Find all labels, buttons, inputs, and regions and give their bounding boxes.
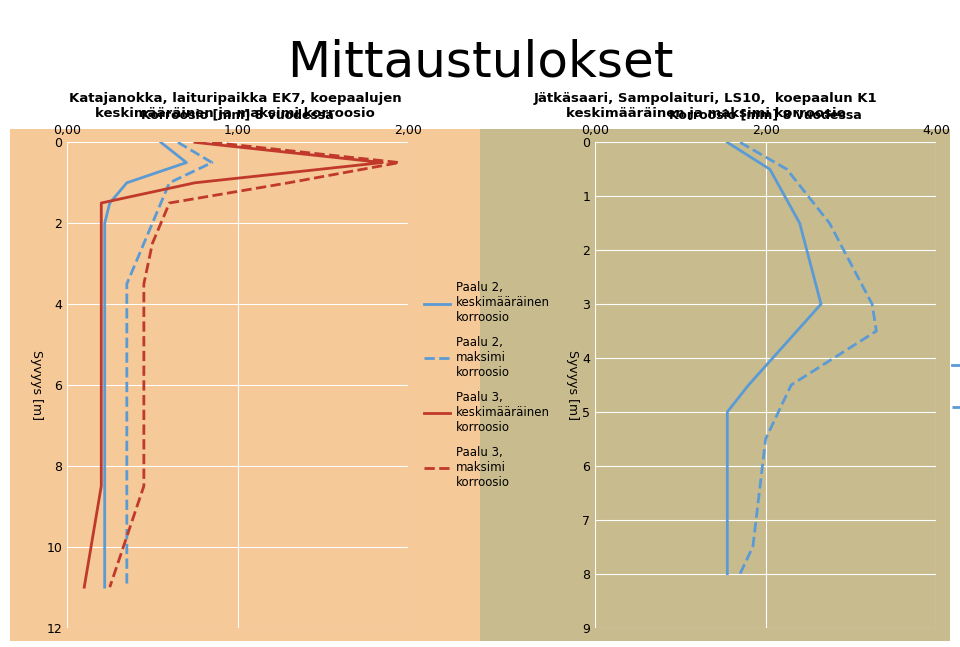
Y-axis label: Syvyys [m]: Syvyys [m] [30,350,43,420]
Text: Mittaustulokset: Mittaustulokset [287,39,673,87]
Text: Jätkäsaari, Sampolaituri, LS10,  koepaalun K1
keskimääräinen ja maksimi korroosi: Jätkäsaari, Sampolaituri, LS10, koepaalu… [534,92,877,120]
X-axis label: Korroosio [mm] 8 vuodessa: Korroosio [mm] 8 vuodessa [669,109,862,122]
Text: Katajanokka, laituripaikka EK7, koepaalujen
keskimääräinen ja maksimi korroosio: Katajanokka, laituripaikka EK7, koepaalu… [69,92,401,120]
X-axis label: Korroosio [mm] 8 vuodessa: Korroosio [mm] 8 vuodessa [141,109,334,122]
Y-axis label: Syvyys [m]: Syvyys [m] [565,350,579,420]
Legend: Paalu 2,
keskimääräinen
korroosio, Paalu 2,
maksimi
korroosio, Paalu 3,
keskimää: Paalu 2, keskimääräinen korroosio, Paalu… [424,281,550,488]
Legend: Keskimääräinen
korroosio, Maksimi
korroosio: Keskimääräinen korroosio, Maksimi korroo… [952,350,960,420]
